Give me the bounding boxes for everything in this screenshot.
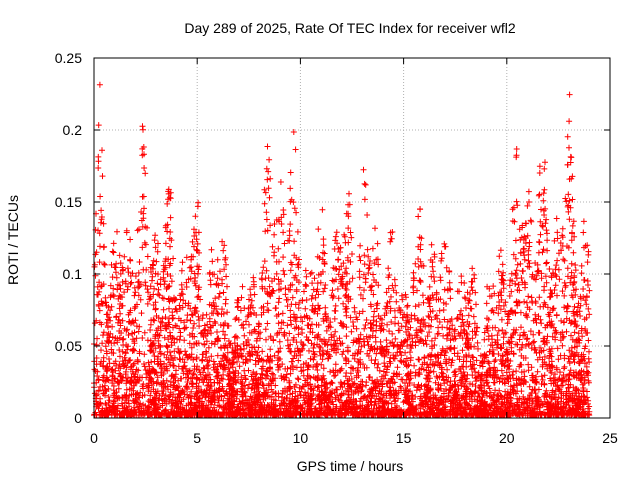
x-tick-label: 20	[499, 430, 515, 446]
y-axis-label: ROTI / TECUs	[5, 195, 21, 285]
roti-point-markers	[91, 81, 593, 419]
y-tick-label: 0.2	[63, 122, 83, 138]
x-tick-label: 10	[293, 430, 309, 446]
y-tick-label: 0	[74, 410, 82, 426]
y-tick-label: 0.05	[55, 338, 82, 354]
y-tick-label: 0.15	[55, 194, 82, 210]
x-tick-label: 15	[396, 430, 412, 446]
y-tick-label: 0.1	[63, 266, 83, 282]
y-tick-label: 0.25	[55, 50, 82, 66]
x-tick-label: 25	[602, 430, 618, 446]
data-points	[91, 81, 593, 419]
x-tick-label: 5	[193, 430, 201, 446]
x-axis-label: GPS time / hours	[297, 458, 404, 474]
plot-frame	[93, 57, 611, 419]
x-tick-label: 0	[90, 430, 98, 446]
axis-ticks: 0 5 10 15 20 25 0 0.05 0.1 0.15 0.2 0.25	[55, 50, 618, 446]
chart-title: Day 289 of 2025, Rate Of TEC Index for r…	[184, 20, 515, 36]
